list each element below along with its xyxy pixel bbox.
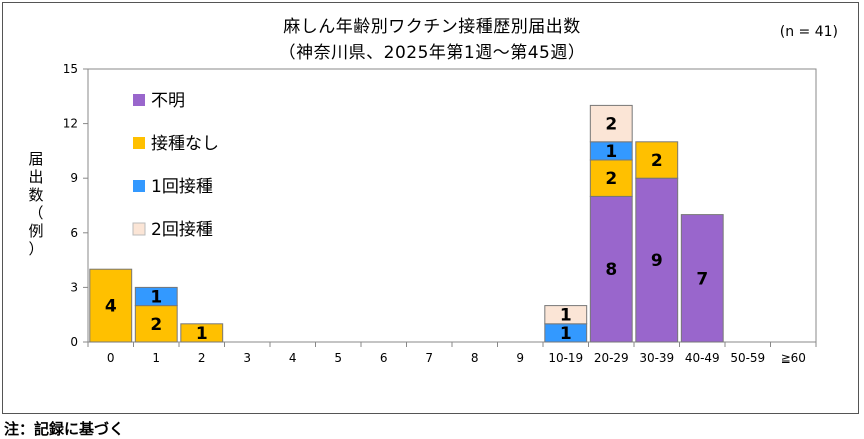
y-tick-label: 6 [70,226,78,240]
y-axis-label: 届 出 数 （ 例 ） [26,150,46,258]
bar-segment-none [89,268,133,343]
x-tick-label: 6 [380,351,388,365]
data-label: 4 [105,297,117,317]
footnote: 注：記録に基づく [4,420,125,438]
y-axis-label-char: 数 [28,186,44,204]
x-tick-label: ≧60 [781,351,806,365]
y-axis-label-char: 届 [28,150,44,168]
x-tick-label: 10-19 [548,351,583,365]
data-label: 9 [651,251,663,271]
y-tick-label: 15 [63,62,78,76]
data-label: 2 [150,315,162,335]
legend-swatch-two_dose [132,222,146,236]
bar-segment-none [180,323,224,343]
chart-frame [2,2,859,414]
legend-label-one_dose: 1回接種 [151,177,213,197]
data-label: 1 [196,324,208,344]
bar-segment-one_dose [134,286,178,307]
x-tick-label: 9 [516,351,524,365]
y-axis-label-char: 出 [28,168,44,186]
data-label: 8 [605,260,617,280]
x-tick-label: 40-49 [685,351,720,365]
bar-segment-none [134,305,178,343]
x-tick-label: 7 [425,351,433,365]
y-axis-label-char: （ [28,204,44,222]
data-label: 7 [696,269,708,289]
bar-segment-unknown [680,214,724,343]
legend-label-unknown: 不明 [151,91,185,111]
legend-swatch-one_dose [133,180,145,192]
x-tick-label: 4 [289,351,297,365]
data-label: 2 [605,169,617,189]
x-tick-label: 5 [334,351,342,365]
x-tick-label: 8 [471,351,479,365]
sample-size-label: (n = 41) [779,24,838,40]
x-tick-label: 2 [198,351,206,365]
data-label: 1 [605,142,617,162]
y-tick-label: 12 [63,117,78,131]
data-label: 1 [560,306,572,326]
x-tick-label: 1 [152,351,160,365]
y-tick-label: 9 [70,171,78,185]
bar-segment-none [635,141,679,179]
data-label: 1 [150,288,162,308]
y-tick-label: 0 [70,335,78,349]
legend-label-two_dose: 2回接種 [151,220,213,240]
bar-segment-two_dose [589,104,633,143]
data-label: 1 [560,324,572,344]
y-axis-label-char: 例 [28,222,44,240]
data-label: 2 [605,115,617,135]
bar-segment-two_dose [544,305,588,325]
chart-title: 麻しん年齢別ワクチン接種歴別届出数 [283,17,581,37]
y-tick-label: 3 [70,280,78,294]
legend-swatch-unknown [133,94,145,106]
x-tick-label: 20-29 [594,351,629,365]
legend-swatch-none [133,137,145,149]
x-tick-label: 3 [243,351,251,365]
y-axis-label-char: ） [28,240,44,258]
x-tick-label: 50-59 [730,351,765,365]
legend-label-none: 接種なし [151,134,219,154]
data-label: 2 [651,151,663,171]
chart-subtitle: （神奈川県、2025年第1週～第45週） [278,43,586,63]
x-tick-label: 0 [107,351,115,365]
x-tick-label: 30-39 [639,351,674,365]
